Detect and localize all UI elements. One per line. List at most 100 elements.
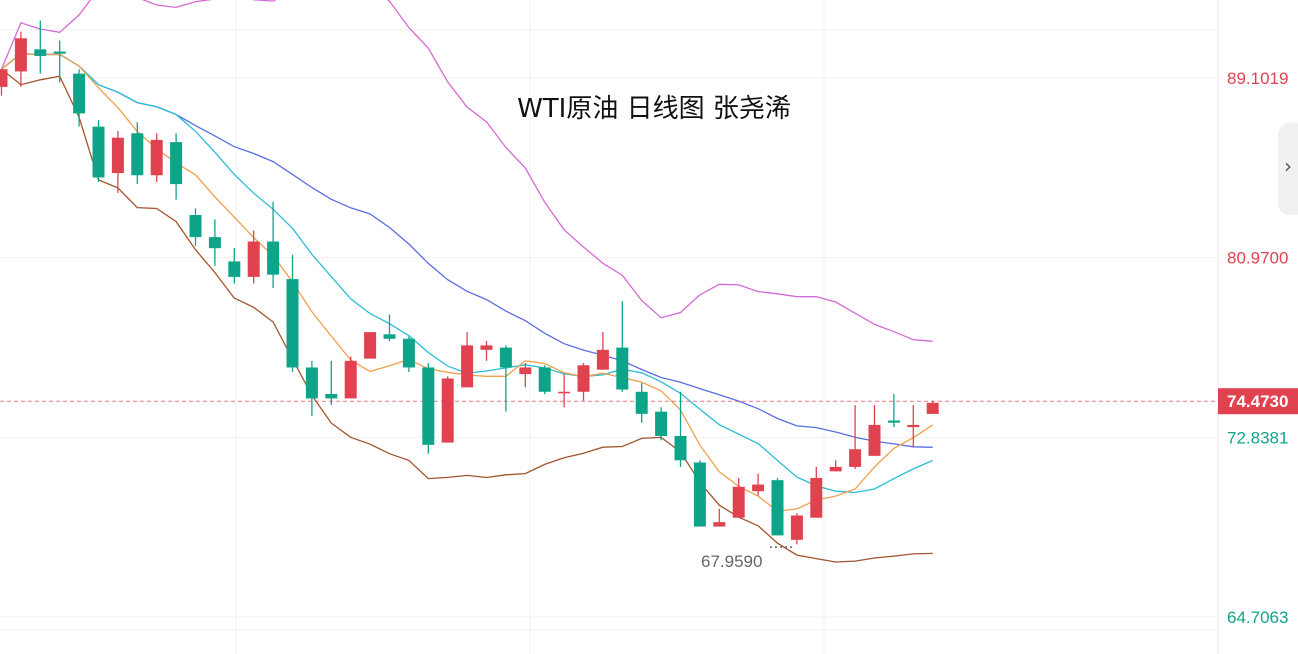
chart-title: WTI原油 日线图 张尧浠 [517,94,791,124]
candle-4 [73,69,86,127]
candle-23 [441,376,454,443]
candle-37 [713,508,726,527]
candle-9 [170,133,183,200]
candle-6 [111,131,124,193]
candle-body [14,38,27,72]
candle-39 [752,473,765,496]
candle-1 [14,31,27,87]
upper-band-line [0,0,933,342]
candle-48 [926,400,939,414]
candle-body [538,367,551,392]
candle-30 [577,363,590,401]
candle-body [849,449,862,467]
candle-34 [655,407,668,441]
candle-body [926,402,939,414]
candle-body [577,365,590,392]
price-label-0: 89.1019 [1227,69,1288,88]
candle-28 [538,365,551,394]
candle-body [499,347,512,368]
candle-body [150,139,163,176]
candle-29 [558,374,571,408]
candle-body [887,420,900,423]
ma-mid-line [1,53,933,494]
candle-36 [693,460,706,527]
candle-body [635,391,648,414]
candle-body [267,241,280,275]
candle-body [596,349,609,370]
candle-42 [810,466,823,518]
candle-20 [383,314,396,341]
candle-body [189,215,202,238]
price-label-3: 64.7063 [1227,608,1288,627]
candle-body [693,462,706,527]
candle-16 [305,360,318,417]
candle-body [34,49,47,56]
candle-body [655,411,668,436]
candle-25 [480,340,493,361]
candle-body [422,367,435,445]
candle-body [810,477,823,518]
candle-body [868,424,881,456]
candle-body [616,347,629,390]
candle-38 [732,477,745,518]
last-price-badge [1218,388,1298,415]
candle-body [73,73,86,114]
candle-12 [228,248,241,284]
candle-body [170,142,183,185]
candle-body [383,334,396,339]
candle-body [519,367,532,375]
candle-15 [286,254,299,372]
candle-21 [402,336,415,372]
candle-body [441,378,454,443]
candle-body [305,367,318,399]
candle-26 [499,345,512,412]
candle-body [480,345,493,350]
candle-body [131,133,144,176]
candle-24 [461,332,474,388]
candle-body [286,279,299,368]
candle-body [674,435,687,461]
candle-body [771,480,784,536]
candle-0 [0,69,8,96]
candle-47 [907,405,920,448]
chevron-right-icon: › [1284,154,1292,178]
candle-8 [150,133,163,182]
candle-body [53,51,66,54]
candle-body [402,338,415,368]
candle-body [829,466,842,472]
candle-body [325,393,338,399]
candle-46 [887,393,900,428]
candle-body [732,486,745,518]
candle-22 [422,363,435,454]
candle-body [907,424,920,428]
candle-40 [771,477,784,536]
candles [0,20,939,548]
price-axis: 89.1019 80.9700 72.8381 64.7063 74.4730 [1218,69,1298,627]
candle-body [228,261,241,277]
side-panel-toggle[interactable]: › [1278,123,1298,215]
candle-14 [267,201,280,288]
candle-33 [635,382,648,423]
candle-45 [868,405,881,456]
candle-7 [131,122,144,185]
candle-13 [247,230,260,284]
candle-35 [674,391,687,467]
low-price-annotation: 67.9590 [701,552,762,571]
candle-27 [519,363,532,388]
candle-body [344,360,357,399]
candle-18 [344,356,357,399]
candle-body [364,332,377,359]
candle-44 [849,405,862,470]
candle-41 [790,513,803,545]
candle-17 [325,360,338,406]
candle-body [713,522,726,527]
candle-5 [92,120,105,182]
candle-19 [364,332,377,359]
candle-43 [829,460,842,472]
price-label-1: 80.9700 [1227,249,1288,268]
candle-32 [616,301,629,392]
candle-body [247,241,260,277]
last-price-label: 74.4730 [1227,392,1288,411]
candle-10 [189,208,202,246]
